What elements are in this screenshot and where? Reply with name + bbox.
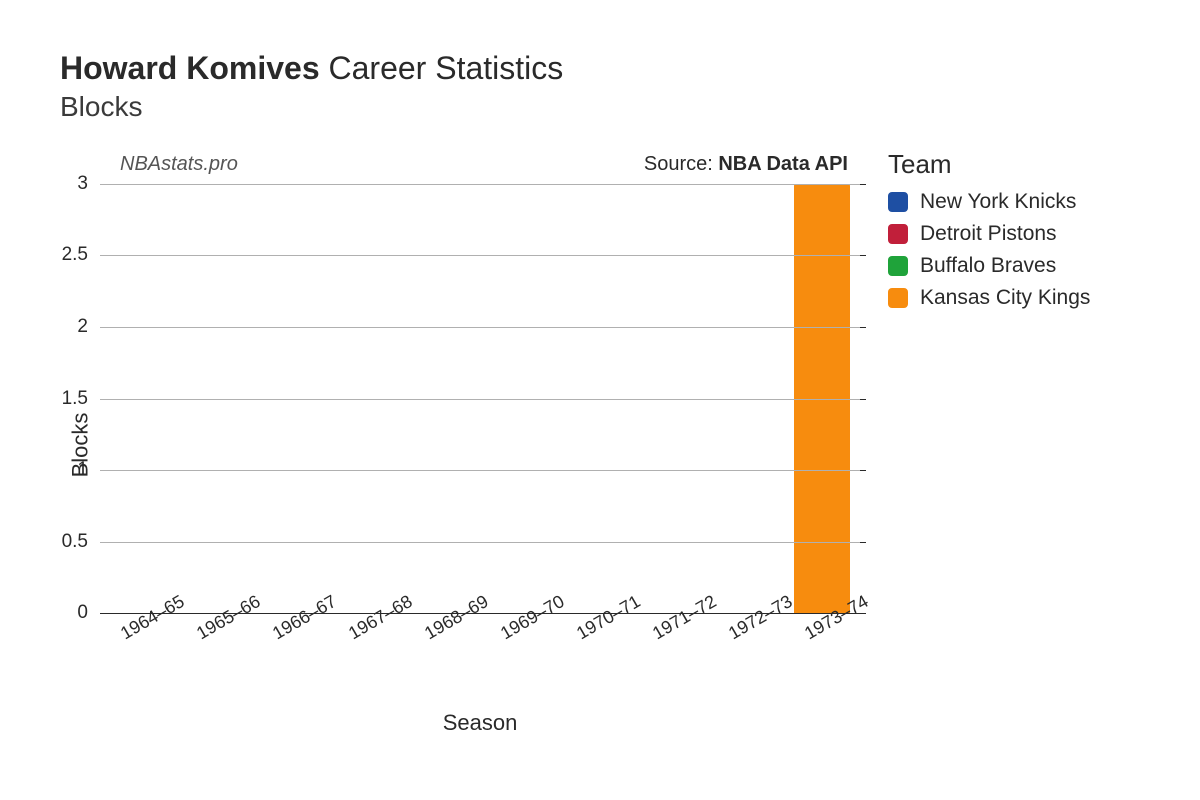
legend-item: Detroit Pistons: [888, 222, 1090, 246]
plot-column: NBAstats.pro Source: NBA Data API 00.511…: [100, 153, 860, 736]
y-tick-label: 0: [77, 602, 88, 624]
legend-label: Detroit Pistons: [920, 222, 1057, 246]
source-prefix: Source:: [644, 153, 718, 175]
x-tick-slot: 1964–65: [100, 614, 176, 704]
x-tick-slot: 1969–70: [480, 614, 556, 704]
legend-swatch: [888, 288, 908, 308]
source-name: NBA Data API: [718, 153, 848, 175]
chart-subtitle: Blocks: [60, 91, 1160, 123]
chart-title: Howard Komives Career Statistics: [60, 50, 1160, 87]
title-suffix: Career Statistics: [329, 50, 564, 86]
y-tick-mark: [860, 470, 866, 471]
gridline: [100, 184, 860, 185]
y-axis-label-container: Blocks: [60, 153, 100, 736]
gridline: [100, 399, 860, 400]
y-tick-label: 1: [77, 459, 88, 481]
source-text: Source: NBA Data API: [644, 153, 848, 176]
x-tick-slot: 1965–66: [176, 614, 252, 704]
legend-items: New York Knicks Detroit Pistons Buffalo Br…: [888, 190, 1090, 310]
x-tick-slot: 1967–68: [328, 614, 404, 704]
plot-area: 00.511.522.53: [100, 184, 860, 614]
title-block: Howard Komives Career Statistics Blocks: [60, 50, 1160, 123]
x-tick-slot: 1966–67: [252, 614, 328, 704]
watermark: NBAstats.pro: [120, 153, 238, 176]
gridline: [100, 255, 860, 256]
legend-item: New York Knicks: [888, 190, 1090, 214]
legend-label: Buffalo Braves: [920, 254, 1056, 278]
legend-swatch: [888, 192, 908, 212]
y-tick-mark: [860, 327, 866, 328]
chart-container: Blocks NBAstats.pro Source: NBA Data API…: [60, 153, 1160, 736]
x-tick-slot: 1973–74: [784, 614, 860, 704]
gridline: [100, 470, 860, 471]
y-tick-label: 0.5: [62, 531, 88, 553]
gridline: [100, 327, 860, 328]
legend-title: Team: [888, 149, 1090, 180]
player-name: Howard Komives: [60, 50, 320, 86]
legend-item: Buffalo Braves: [888, 254, 1090, 278]
y-tick-mark: [860, 399, 866, 400]
x-ticks: 1964–651965–661966–671967–681968–691969–…: [100, 614, 860, 704]
x-tick-slot: 1971–72: [632, 614, 708, 704]
y-tick-label: 2: [77, 316, 88, 338]
legend-label: New York Knicks: [920, 190, 1076, 214]
legend-label: Kansas City Kings: [920, 286, 1090, 310]
gridline: [100, 542, 860, 543]
y-tick-mark: [860, 542, 866, 543]
meta-row: NBAstats.pro Source: NBA Data API: [100, 153, 860, 184]
x-tick-slot: 1970–71: [556, 614, 632, 704]
legend-swatch: [888, 256, 908, 276]
y-tick-mark: [860, 255, 866, 256]
y-tick-label: 1.5: [62, 388, 88, 410]
y-tick-label: 3: [77, 173, 88, 195]
legend-swatch: [888, 224, 908, 244]
y-tick-mark: [860, 184, 866, 185]
x-tick-slot: 1968–69: [404, 614, 480, 704]
x-tick-slot: 1972–73: [708, 614, 784, 704]
x-axis-label: Season: [100, 710, 860, 736]
legend: Team New York Knicks Detroit Pistons Buffa…: [888, 149, 1090, 736]
y-tick-label: 2.5: [62, 244, 88, 266]
legend-item: Kansas City Kings: [888, 286, 1090, 310]
